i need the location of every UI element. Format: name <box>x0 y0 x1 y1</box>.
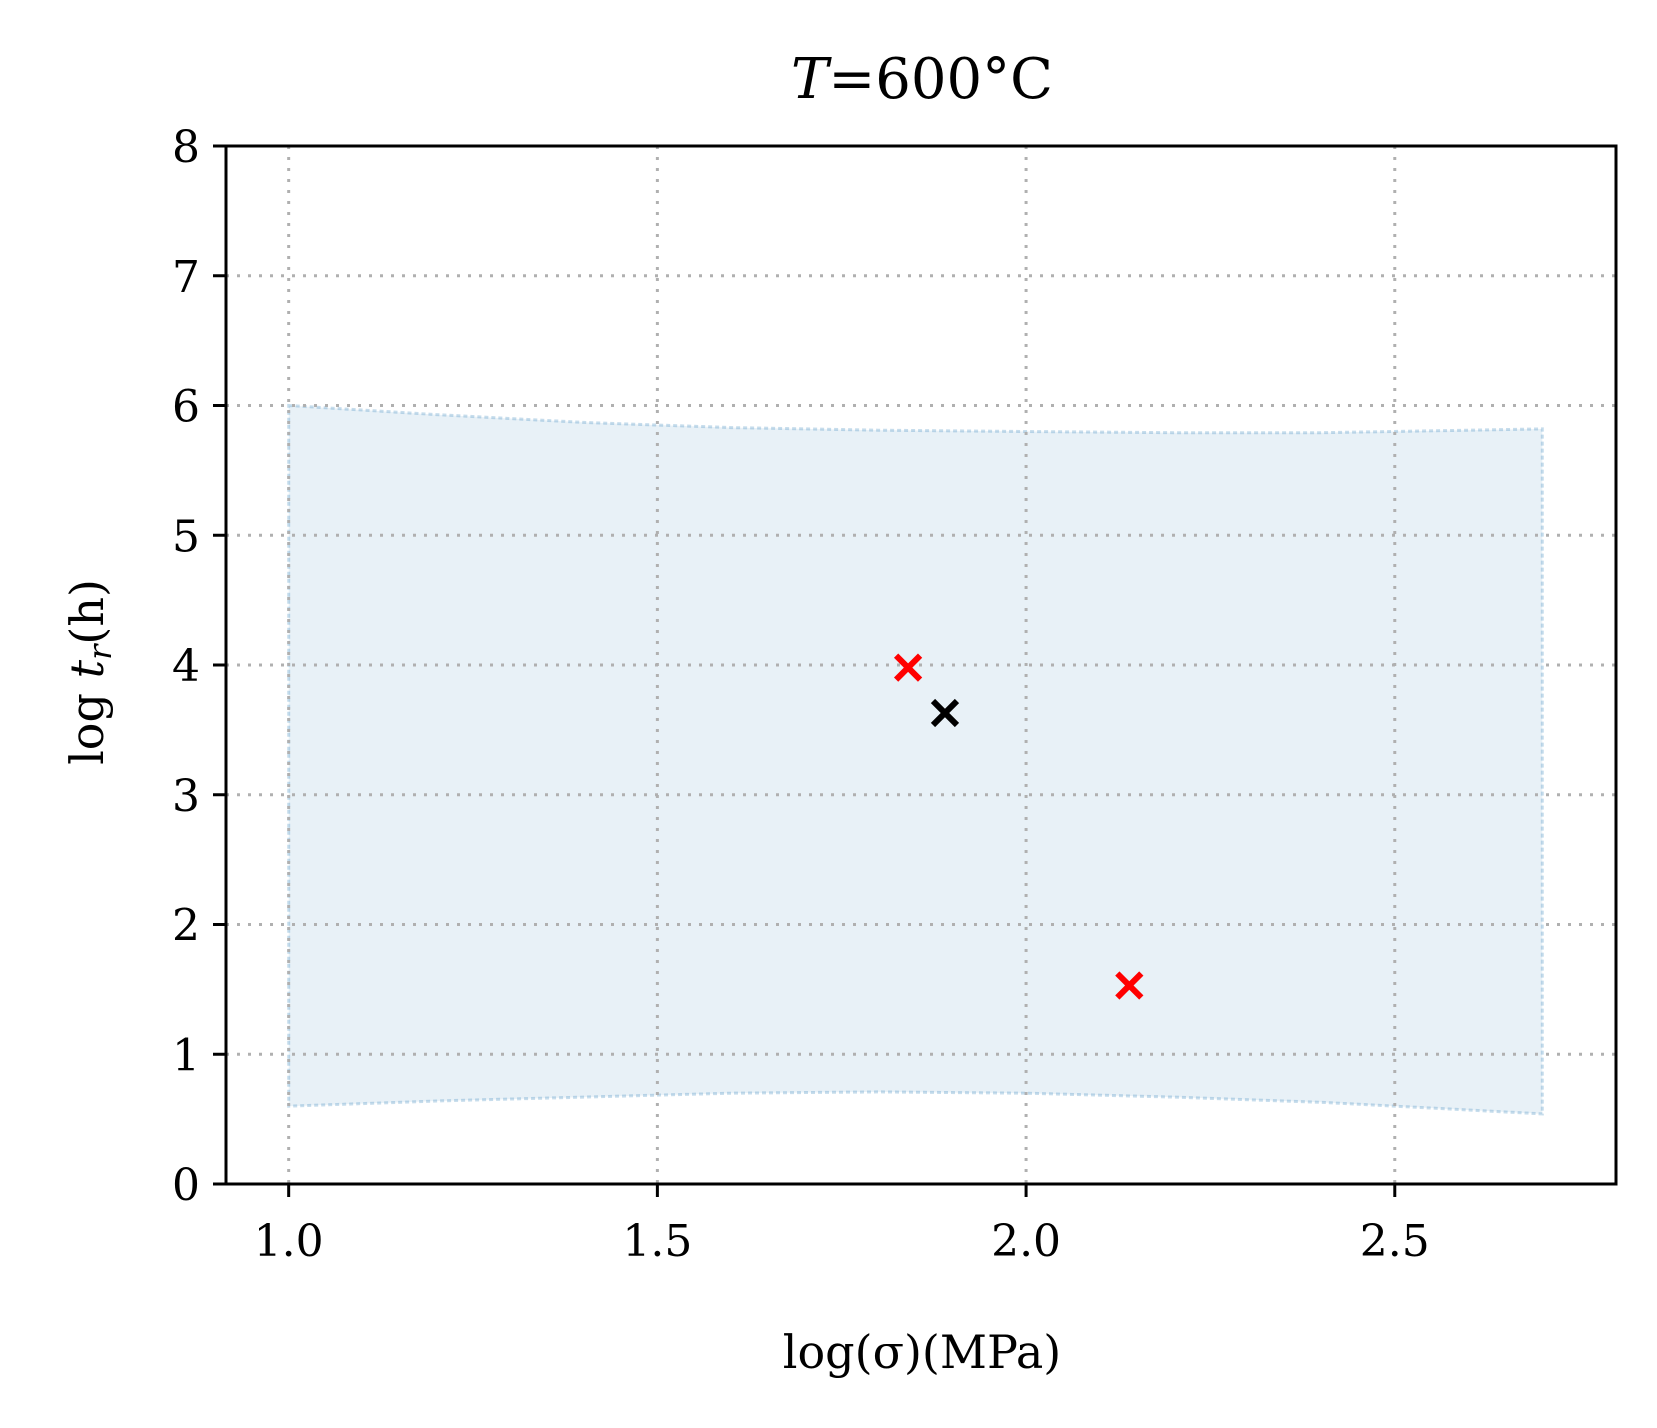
y-axis-label: log tr(h) <box>60 579 119 765</box>
data-point-marker <box>893 653 923 682</box>
x-tick-label: 2.5 <box>1360 1216 1430 1267</box>
x-tick-label: 1.5 <box>622 1216 692 1267</box>
y-axis-label-variable: t <box>60 659 114 678</box>
y-axis-label-subscript: r <box>81 643 119 660</box>
x-tick-label: 2.0 <box>991 1216 1061 1267</box>
y-axis-label-log: log <box>60 678 114 764</box>
chart-title: T=600°C <box>791 47 1053 112</box>
y-tick-label: 6 <box>172 382 200 433</box>
y-tick-label: 0 <box>172 1160 200 1211</box>
x-tick-label: 1.0 <box>254 1216 324 1267</box>
data-point-marker <box>930 698 960 728</box>
y-tick-label: 1 <box>172 1030 200 1081</box>
y-axis-label-unit: (h) <box>60 579 114 645</box>
points-layer <box>893 653 1144 1000</box>
chart-title-value: =600°C <box>828 47 1053 112</box>
x-axis-label: log(σ)(MPa) <box>783 1325 1061 1379</box>
chart-title-variable: T <box>791 47 832 112</box>
y-tick-label: 5 <box>172 511 200 562</box>
confidence-band <box>287 403 1544 1116</box>
data-point-marker <box>1115 971 1144 1000</box>
y-tick-label: 2 <box>172 901 200 952</box>
grid-layer <box>226 146 1616 1184</box>
ticks-layer <box>213 144 1397 1197</box>
confidence-band-layer <box>287 403 1544 1116</box>
y-tick-label: 7 <box>172 252 200 303</box>
y-tick-label: 8 <box>172 122 200 173</box>
tick-labels-layer: 1.0 1.5 2.0 2.5 0 1 2 3 4 5 6 7 8 <box>172 122 1430 1267</box>
y-tick-label: 4 <box>172 641 200 692</box>
y-tick-label: 3 <box>172 771 200 822</box>
